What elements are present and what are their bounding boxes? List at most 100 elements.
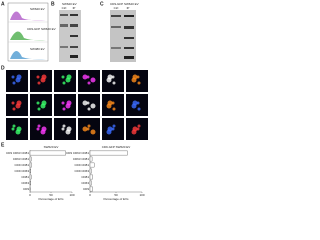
signal-spot [41, 126, 47, 132]
micrograph [54, 118, 76, 140]
signal-spot [16, 100, 22, 106]
micrograph [78, 94, 100, 116]
x-tick-label: 0 [29, 193, 31, 197]
signal-spot [132, 100, 138, 106]
bar [29, 180, 31, 186]
bar [89, 180, 92, 186]
signal-spot [90, 77, 96, 83]
micrograph [102, 70, 124, 92]
signal-spot [37, 81, 41, 85]
micrograph [78, 70, 100, 92]
x-axis-label: Percentage of EVs [103, 197, 129, 201]
signal-spot [87, 124, 91, 128]
signal-spot [66, 126, 72, 132]
x-tick-label: 50 [49, 193, 53, 197]
signal-spot [12, 81, 16, 85]
signal-spot [107, 100, 113, 106]
signal-spot [107, 74, 113, 80]
signal-spot [82, 126, 88, 132]
lane-label: Ctrl [62, 6, 67, 10]
chart-title: CD9-GFP SW620 EV [102, 145, 131, 149]
hist-label: SW620 EV [30, 7, 45, 11]
histograms [7, 2, 49, 62]
signal-spot [62, 107, 66, 111]
signal-spot [90, 103, 96, 109]
signal-spot [66, 100, 72, 106]
x-axis-label: Percentage of EVs [38, 197, 64, 201]
signal-spot [11, 101, 15, 105]
hist-label: CD9-GFP SW620 EV [27, 27, 56, 31]
micrograph [126, 94, 148, 116]
category-label: CD9 CD63 CD81 [6, 151, 29, 155]
bar [89, 156, 93, 162]
signal-spot [112, 107, 116, 111]
panel-letter: D [1, 65, 5, 71]
signal-spot [137, 107, 141, 111]
signal-spot [137, 124, 141, 128]
category-label: CD63 CD81 [73, 157, 90, 161]
x-tick-label: 100 [139, 193, 144, 197]
signal-spot [87, 107, 91, 111]
category-label: CD9 CD63 CD81 [66, 151, 89, 155]
signal-spot [41, 74, 47, 80]
signal-spot [112, 124, 116, 128]
micrograph [102, 94, 124, 116]
lane-label: Ctrl [114, 6, 119, 10]
signal-spot [112, 81, 116, 85]
signal-spot [132, 126, 138, 132]
signal-spot [36, 101, 40, 105]
signal-spot [107, 126, 113, 132]
x-tick-label: 0 [89, 193, 91, 197]
signal-spot [37, 107, 41, 111]
category-label: CD9 CD81 [14, 163, 29, 167]
western-blot [59, 10, 81, 62]
signal-spot [16, 74, 22, 80]
bar [89, 186, 93, 192]
bar [89, 162, 95, 168]
signal-spot [66, 74, 72, 80]
panel-letter: C [100, 1, 104, 7]
signal-spot [41, 100, 47, 106]
category-label: CD63 [81, 181, 89, 185]
category-label: CD81 [81, 175, 89, 179]
category-label: CD81 [21, 175, 29, 179]
signal-spot [132, 74, 138, 80]
panel-letter: E [1, 142, 5, 148]
category-label: CD9 CD63 [74, 169, 89, 173]
signal-spot [16, 126, 22, 132]
signal-spot [61, 101, 65, 105]
category-label: CD9 CD63 [14, 169, 29, 173]
western-blot [110, 10, 136, 62]
signal-spot [12, 124, 16, 128]
signal-spot [36, 75, 40, 79]
x-tick-label: 50 [114, 193, 118, 197]
signal-spot [137, 81, 141, 85]
signal-spot [11, 127, 15, 131]
bar-charts: SW620 EV 0 50 100 Percentage of EVs CD9 CD63 … [6, 145, 145, 201]
bar [29, 162, 32, 168]
panel-letter: A [1, 1, 5, 7]
bar [29, 174, 32, 180]
signal-spot [61, 75, 65, 79]
bar [29, 150, 66, 156]
lane-label: IP [73, 6, 76, 10]
microscopy-grid [6, 70, 148, 140]
lane-label: IP [127, 6, 130, 10]
category-label: CD9 [83, 187, 89, 191]
category-label: CD63 [21, 181, 29, 185]
micrograph [54, 70, 76, 92]
bar [29, 156, 32, 162]
signal-spot [62, 81, 66, 85]
signal-spot [90, 129, 96, 135]
micrograph [30, 118, 52, 140]
signal-spot [12, 107, 16, 111]
category-label: CD63 CD81 [13, 157, 30, 161]
bar [29, 168, 31, 174]
panel-letter: B [51, 1, 55, 7]
micrograph [54, 94, 76, 116]
signal-spot [62, 124, 66, 128]
chart-title: SW620 EV [44, 145, 59, 149]
signal-spot [61, 127, 65, 131]
micrograph [126, 70, 148, 92]
category-label: CD9 CD81 [74, 163, 89, 167]
